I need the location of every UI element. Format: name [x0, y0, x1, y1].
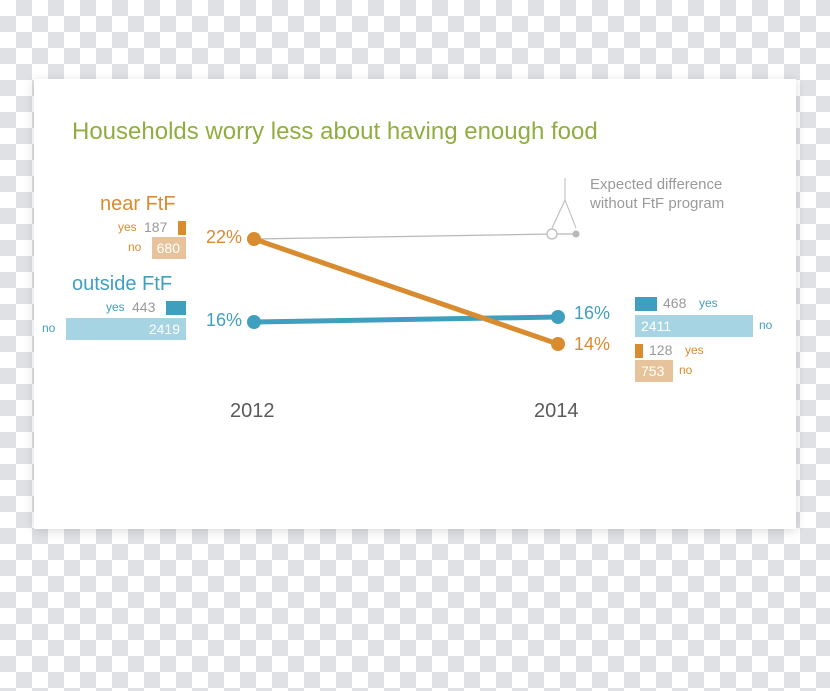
chart-svg — [0, 0, 830, 691]
